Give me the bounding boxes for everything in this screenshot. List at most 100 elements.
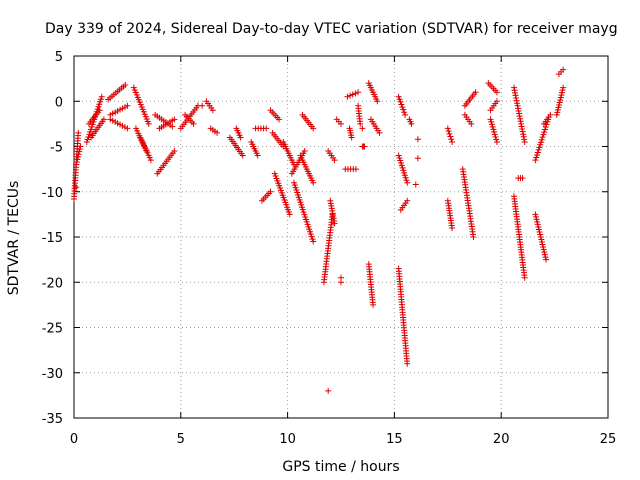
data-point xyxy=(401,109,408,116)
data-series xyxy=(71,66,567,394)
data-point xyxy=(538,136,545,143)
data-point xyxy=(444,125,451,132)
data-point xyxy=(538,239,545,246)
data-point xyxy=(543,256,550,263)
data-point xyxy=(539,241,546,248)
data-point xyxy=(560,84,567,91)
data-point xyxy=(404,197,411,204)
y-tick-label: -15 xyxy=(42,231,63,246)
data-point xyxy=(370,301,377,308)
data-point xyxy=(543,121,550,128)
data-point xyxy=(517,118,524,125)
data-point xyxy=(448,136,455,143)
data-point xyxy=(537,139,544,146)
data-point xyxy=(535,223,542,230)
y-axis-label: SDTVAR / TECUs xyxy=(6,181,22,296)
data-point xyxy=(199,102,206,109)
data-point xyxy=(514,100,521,107)
data-point xyxy=(75,151,82,158)
data-point xyxy=(124,102,131,109)
data-point xyxy=(355,89,362,96)
data-point xyxy=(511,84,518,91)
data-point xyxy=(547,111,554,118)
data-point xyxy=(374,98,381,105)
data-point xyxy=(310,125,317,132)
data-point xyxy=(445,128,452,135)
data-point xyxy=(87,126,94,133)
data-point xyxy=(520,131,527,138)
data-point xyxy=(357,120,364,127)
data-point xyxy=(398,101,405,108)
data-point xyxy=(98,93,105,100)
data-point xyxy=(301,148,308,155)
data-point xyxy=(376,129,383,136)
data-point xyxy=(446,130,453,137)
data-point xyxy=(493,138,500,145)
y-tick-label: -10 xyxy=(42,186,63,201)
data-point xyxy=(77,143,84,150)
y-tick-label: -25 xyxy=(42,322,63,337)
data-point xyxy=(414,155,421,162)
data-point xyxy=(88,123,95,130)
grid-lines xyxy=(74,56,608,418)
data-point xyxy=(100,116,107,123)
data-point xyxy=(396,96,403,103)
data-point xyxy=(519,175,526,182)
data-point xyxy=(541,129,548,136)
y-tick-label: -30 xyxy=(42,367,63,382)
data-point xyxy=(73,184,80,191)
data-point xyxy=(493,136,500,143)
data-point xyxy=(124,125,131,132)
data-point xyxy=(540,246,547,253)
data-point xyxy=(97,98,104,105)
data-point xyxy=(516,113,523,120)
x-axis-label: GPS time / hours xyxy=(282,459,399,475)
data-point xyxy=(344,93,351,100)
data-point xyxy=(513,97,520,104)
data-point xyxy=(95,103,102,110)
data-point xyxy=(536,144,543,151)
data-point xyxy=(349,91,356,98)
data-point xyxy=(331,220,338,227)
data-point xyxy=(518,120,525,127)
y-tick-labels: 5 0 -5 -10 -15 -20 -25 -30 -35 xyxy=(42,50,63,427)
data-point xyxy=(532,211,539,218)
chart-title: Day 339 of 2024, Sidereal Day-to-day VTE… xyxy=(45,21,618,37)
data-point xyxy=(122,81,129,88)
y-tick-label: 0 xyxy=(55,95,63,110)
data-point xyxy=(535,146,542,153)
data-point xyxy=(534,221,541,228)
data-point xyxy=(237,134,244,141)
data-point xyxy=(488,118,495,125)
data-point xyxy=(338,120,344,127)
data-point xyxy=(470,234,477,240)
data-point xyxy=(542,254,549,261)
data-point xyxy=(487,116,494,123)
data-point xyxy=(331,157,338,164)
data-point xyxy=(338,274,344,281)
data-point xyxy=(521,138,528,145)
data-point xyxy=(533,154,540,161)
data-point xyxy=(491,131,498,138)
data-point xyxy=(537,234,544,240)
data-point xyxy=(263,125,270,132)
data-point xyxy=(521,274,528,281)
data-point xyxy=(560,66,567,73)
data-point xyxy=(521,136,528,143)
data-point xyxy=(537,231,544,238)
data-point xyxy=(541,126,548,133)
data-point xyxy=(515,107,522,114)
data-point xyxy=(532,157,539,164)
data-point xyxy=(399,104,406,111)
data-point xyxy=(76,148,83,155)
data-point xyxy=(171,148,178,155)
data-point xyxy=(286,211,293,218)
y-tick-label: -35 xyxy=(42,412,63,427)
data-point xyxy=(76,146,83,153)
data-point xyxy=(449,138,456,145)
data-point xyxy=(532,213,539,220)
data-point xyxy=(75,129,82,136)
data-point xyxy=(534,218,541,225)
data-point xyxy=(493,98,500,105)
